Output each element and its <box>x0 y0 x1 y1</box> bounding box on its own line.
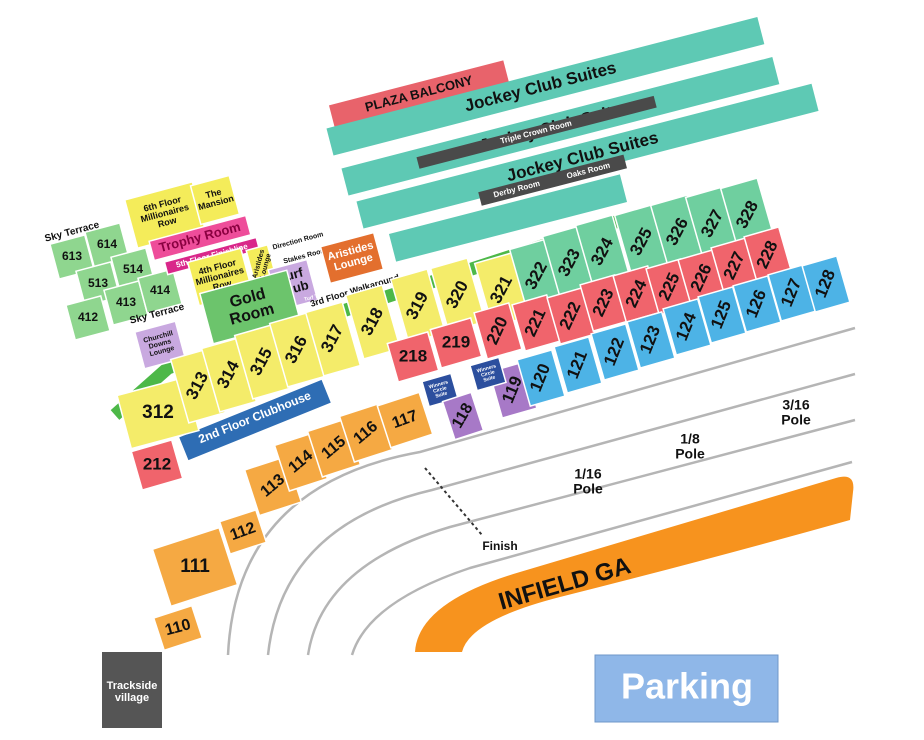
section <box>218 509 268 555</box>
label-line: 1/16 <box>574 465 601 481</box>
label-line: Circle <box>481 369 496 379</box>
finish-label: Finish <box>482 539 517 553</box>
label-line: Winners <box>476 364 497 375</box>
label-line: Pole <box>781 411 811 427</box>
section <box>151 526 239 608</box>
label-line: Trackside <box>107 680 158 692</box>
section-label: 312 <box>142 402 174 423</box>
label-line: Suite <box>435 391 449 400</box>
section-label: 218 <box>399 346 427 365</box>
label-line: 1/8 <box>680 430 700 446</box>
mansion <box>189 174 241 226</box>
pole-label: 3/16 Pole <box>781 396 811 427</box>
section <box>386 331 440 383</box>
label-line: Pole <box>675 445 705 461</box>
section-label: 613 <box>62 249 82 263</box>
section-label: 414 <box>150 283 170 297</box>
section-label: 412 <box>78 310 98 324</box>
jockey-club-band <box>326 17 765 156</box>
rail <box>266 372 856 656</box>
trackside-box <box>102 652 162 728</box>
section <box>662 298 712 356</box>
label-line: village <box>115 692 149 704</box>
label-line: Suite <box>483 375 497 384</box>
section <box>553 336 603 394</box>
section <box>152 604 204 652</box>
section <box>473 302 523 360</box>
parking-box <box>594 654 779 723</box>
section-label: 413 <box>116 295 136 309</box>
section <box>626 311 676 369</box>
section <box>801 255 851 313</box>
rail <box>226 326 856 656</box>
section <box>130 439 184 491</box>
winners-circle <box>469 356 507 392</box>
pole-label: 1/8 Pole <box>675 430 705 461</box>
derby-oaks-bar <box>478 154 627 206</box>
section-label: 111 <box>180 556 210 577</box>
section-label: 614 <box>97 237 117 251</box>
section <box>516 349 566 407</box>
section-label: 110 <box>163 616 192 639</box>
section <box>344 284 402 360</box>
section-label: 514 <box>123 262 143 276</box>
label-line: The <box>205 187 223 201</box>
section-label: 219 <box>442 332 470 351</box>
aristides-lounge <box>319 231 385 285</box>
label-line: Circle <box>433 385 448 395</box>
section-label: 513 <box>88 276 108 290</box>
terrace-section <box>137 268 183 314</box>
clubhouse-2nd <box>177 377 333 463</box>
terrace-section <box>65 295 111 341</box>
infield-area <box>415 476 854 652</box>
section <box>590 323 640 381</box>
section-label: 212 <box>143 454 171 473</box>
rail <box>306 418 856 656</box>
label-line: Winners <box>428 380 449 391</box>
plaza-balcony <box>328 60 510 129</box>
parking-label: Parking <box>621 666 753 707</box>
finish-line <box>424 467 483 536</box>
label-line: Row <box>157 215 179 230</box>
label: WinnersCircleSuite <box>428 380 452 401</box>
section <box>304 301 362 377</box>
trackside-label: Trackside village <box>107 680 158 704</box>
suite-band <box>387 172 629 264</box>
trophy-room <box>148 214 252 262</box>
pole-label: 1/16 Pole <box>573 465 603 496</box>
section <box>429 317 483 369</box>
label-line: Pole <box>573 480 603 496</box>
triple-crown-bar <box>416 95 657 169</box>
rail <box>350 460 853 656</box>
churchill-lounge <box>133 320 187 370</box>
section <box>441 391 485 441</box>
label-line: 3/16 <box>782 396 809 412</box>
section <box>376 391 434 449</box>
label: WinnersCircleSuite <box>476 364 500 385</box>
track-rails <box>226 326 856 656</box>
jockey-club-band <box>356 83 819 229</box>
